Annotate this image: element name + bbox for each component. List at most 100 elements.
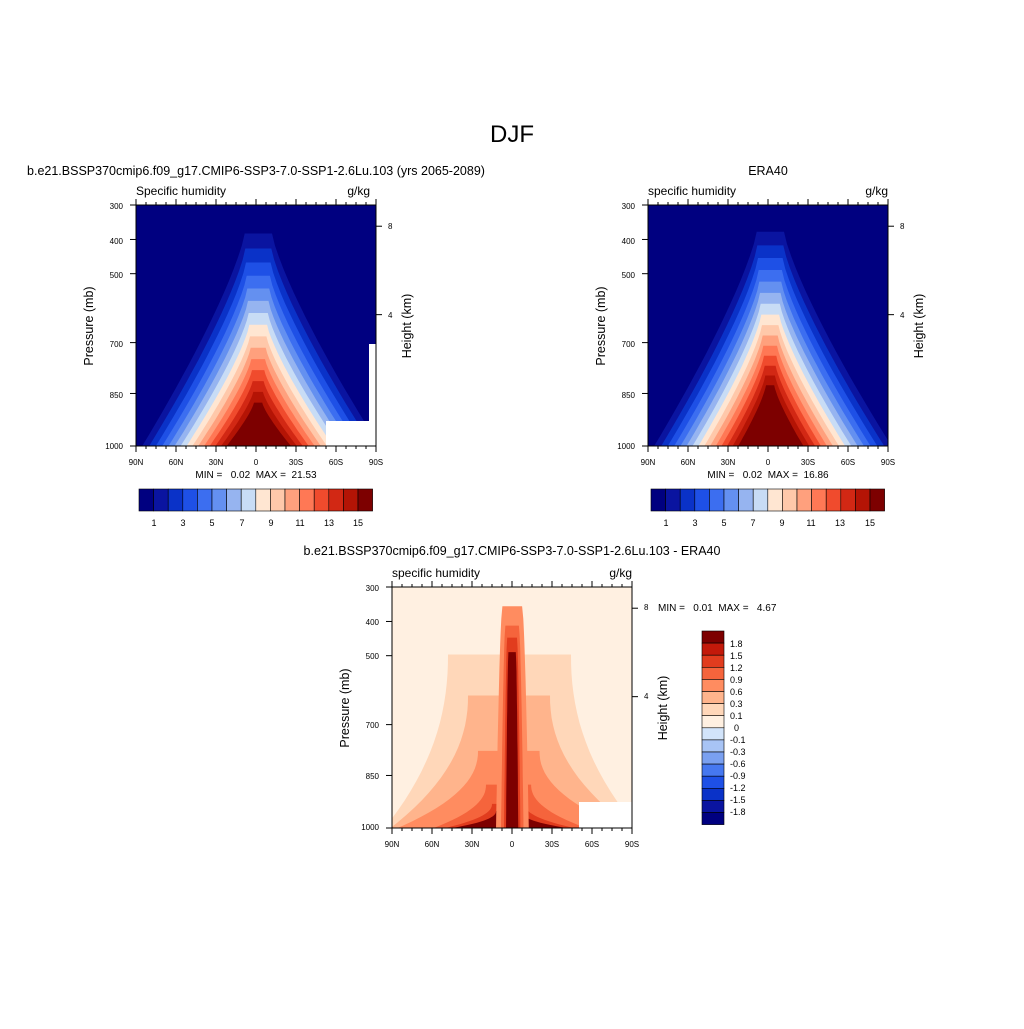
y-tick-label: 500 (366, 652, 380, 661)
colorbar-label: 7 (750, 518, 755, 528)
panel-difference: b.e21.BSSP370cmip6.f09_g17.CMIP6-SSP3-7.… (304, 544, 777, 849)
colorbar-swatch (796, 488, 812, 512)
colorbar-label: 3 (692, 518, 697, 528)
colorbar-label: 7 (239, 518, 244, 528)
x-tick-label: 30S (289, 458, 303, 467)
y2-axis-label: Height (km) (656, 676, 670, 741)
y-tick-label: 850 (110, 391, 124, 400)
right-label: g/kg (865, 184, 888, 198)
contour-band (738, 385, 804, 446)
colorbar-swatch (240, 488, 257, 512)
x-tick-label: 60N (681, 458, 696, 467)
colorbar-swatch (701, 654, 725, 668)
y-tick-label: 400 (622, 237, 636, 246)
colorbar-swatch (738, 488, 754, 512)
colorbar-swatch (255, 488, 271, 512)
colorbar-label: 0.9 (730, 675, 743, 685)
colorbar-label: 0.6 (730, 687, 743, 697)
colorbar-label: 13 (835, 518, 845, 528)
colorbar-swatch (701, 751, 725, 765)
colorbar-label: 1.8 (730, 639, 743, 649)
y-tick-label: 1000 (361, 823, 379, 832)
colorbar-swatch (701, 703, 725, 716)
y-axis-label: Pressure (mb) (82, 286, 96, 365)
colorbar-label: -1.8 (730, 807, 746, 817)
colorbar-swatch (357, 488, 373, 512)
colorbar-swatch (197, 488, 213, 512)
colorbar-swatch (313, 488, 330, 512)
x-tick-label: 30N (465, 840, 480, 849)
contour-band (226, 402, 291, 446)
colorbar-label: 1.5 (730, 651, 743, 661)
colorbar-swatch (782, 488, 798, 512)
x-tick-label: 30S (545, 840, 559, 849)
colorbar (138, 488, 373, 512)
colorbar-swatch (869, 488, 885, 512)
missing-data-patch (326, 421, 376, 446)
x-tick-label: 30N (209, 458, 224, 467)
y-tick-label: 500 (622, 271, 636, 280)
colorbar-label: 5 (721, 518, 726, 528)
colorbar-swatch (211, 488, 227, 512)
page-title: DJF (490, 121, 534, 148)
y-tick-label: 700 (110, 340, 124, 349)
colorbar-swatch (701, 739, 725, 753)
y-tick-label: 1000 (105, 442, 123, 451)
colorbar-swatch (679, 488, 696, 512)
y2-tick-label: 4 (900, 311, 905, 320)
colorbar-swatch (299, 488, 315, 512)
x-tick-label: 60S (841, 458, 855, 467)
colorbar-swatch (328, 488, 344, 512)
colorbar-label: 3 (180, 518, 185, 528)
missing-data-patch (579, 802, 632, 828)
y-tick-label: 400 (366, 618, 380, 627)
x-tick-label: 90N (641, 458, 656, 467)
colorbar-label: -0.9 (730, 771, 746, 781)
colorbar-swatch (226, 488, 242, 512)
colorbar-label: 11 (806, 518, 815, 528)
colorbar-label: 0.1 (730, 711, 743, 721)
x-tick-label: 60N (169, 458, 184, 467)
colorbar-swatch (811, 488, 827, 512)
colorbar-label: -0.3 (730, 747, 746, 757)
min-max-label: MIN = 0.02 MAX = 21.53 (195, 470, 317, 481)
axis-ticks (642, 199, 894, 452)
y-axis-label: Pressure (mb) (594, 286, 608, 365)
colorbar-label: -0.1 (730, 735, 746, 745)
colorbar-swatch (153, 488, 169, 512)
colorbar-swatch (701, 666, 725, 680)
y2-tick-label: 8 (900, 222, 905, 231)
colorbar-label: 0.3 (730, 699, 743, 709)
y2-tick-label: 8 (644, 603, 649, 612)
colorbar-swatch (701, 787, 725, 801)
y-tick-label: 700 (622, 340, 636, 349)
colorbar-swatch (723, 488, 739, 512)
colorbar-swatch (138, 488, 154, 512)
x-tick-label: 90S (881, 458, 895, 467)
colorbar-swatch (701, 691, 725, 704)
colorbar-swatch (701, 775, 725, 789)
x-tick-label: 60S (585, 840, 599, 849)
axis-ticks (386, 581, 638, 834)
panel-title: b.e21.BSSP370cmip6.f09_g17.CMIP6-SSP3-7.… (27, 164, 485, 178)
colorbar-label: 9 (779, 518, 784, 528)
y-tick-label: 300 (366, 584, 380, 593)
y-tick-label: 500 (110, 271, 124, 280)
colorbar-swatch (270, 488, 286, 512)
colorbar-label: 9 (268, 518, 273, 528)
colorbar-swatch (855, 488, 871, 512)
colorbar-label: 1 (663, 518, 668, 528)
axis-ticks (130, 199, 382, 452)
missing-data-patch (369, 344, 376, 421)
x-tick-label: 90N (385, 840, 400, 849)
colorbar-swatch (701, 763, 725, 777)
colorbar-swatch (767, 488, 783, 512)
contour-field (392, 587, 632, 828)
y-tick-label: 400 (110, 237, 124, 246)
colorbar-swatch (840, 488, 856, 512)
colorbar-swatch (752, 488, 769, 512)
colorbar-swatch (182, 488, 198, 512)
x-tick-label: 90S (625, 840, 639, 849)
x-tick-label: 0 (510, 840, 515, 849)
colorbar-swatch (701, 812, 725, 825)
